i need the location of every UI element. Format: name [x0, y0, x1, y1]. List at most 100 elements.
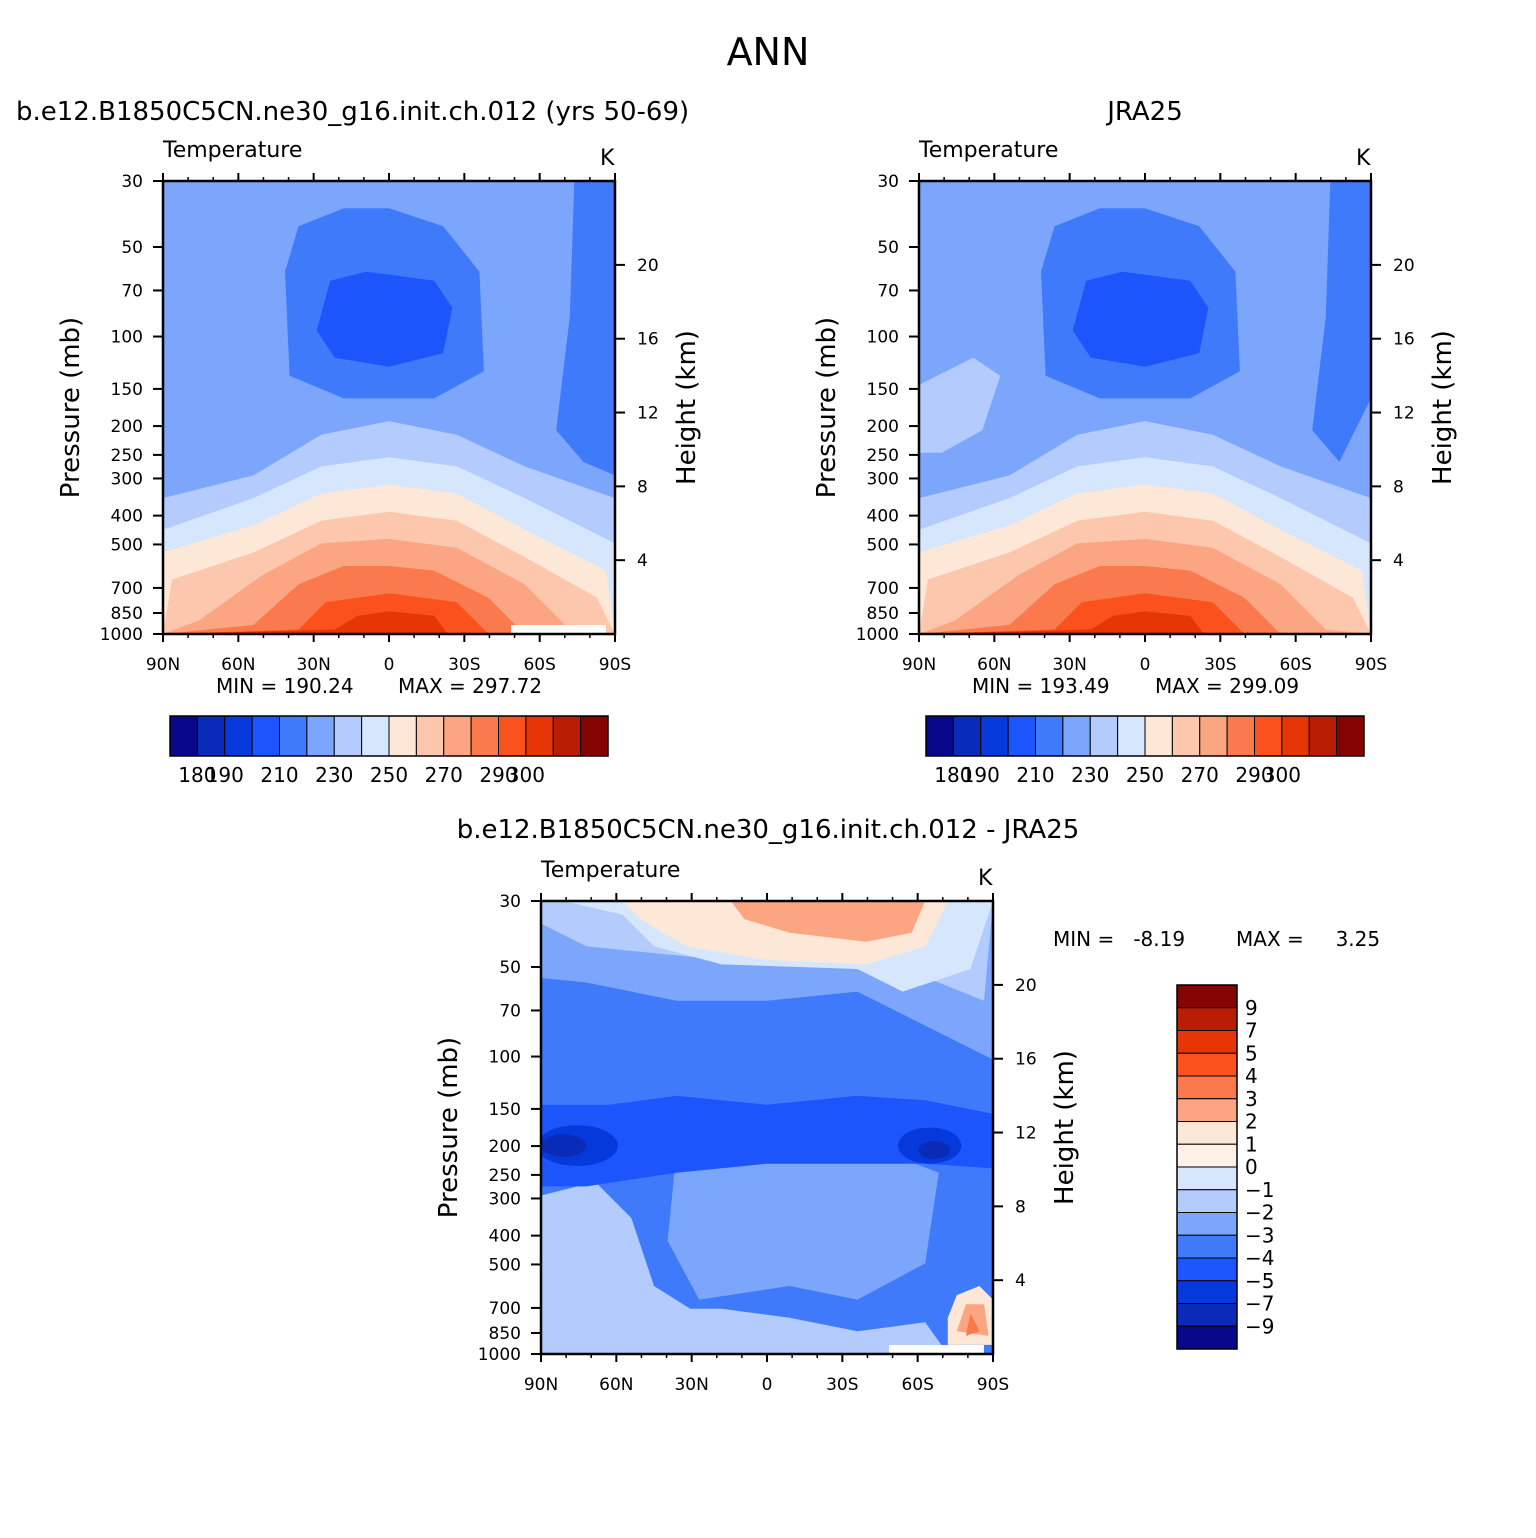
colorbar-swatch — [1176, 1052, 1238, 1077]
colorbar-swatch — [1254, 715, 1283, 757]
x-tick-label: 90S — [599, 655, 631, 675]
colorbar-swatch — [279, 715, 308, 757]
y2-tick-label: 20 — [1393, 256, 1415, 276]
colorbar-label: 290 — [1235, 763, 1273, 787]
y-tick-label: 200 — [111, 417, 143, 437]
colorbar-label: 180 — [934, 763, 972, 787]
colorbar-swatch — [361, 715, 390, 757]
colorbar-label: 300 — [507, 763, 545, 787]
y-tick-label: 400 — [489, 1227, 521, 1247]
panel-diff-max-value: 3.25 — [1335, 927, 1381, 951]
colorbar-label: −9 — [1245, 1314, 1274, 1338]
figure-title: ANN — [726, 30, 810, 74]
panel-left-title: b.e12.B1850C5CN.ne30_g16.init.ch.012 (yr… — [16, 97, 690, 127]
panel-right-max-value: 299.09 — [1229, 674, 1300, 698]
x-tick-label: 30S — [448, 655, 480, 675]
contour-fill-diff — [541, 901, 993, 1354]
panel-diff-min-label: MIN = — [1053, 927, 1121, 951]
colorbar-swatch — [1007, 715, 1036, 757]
panel-diff-min: MIN = -8.19 — [1053, 927, 1185, 951]
x-tick-label: 30S — [1204, 655, 1236, 675]
y2-tick-label: 4 — [1015, 1271, 1026, 1291]
contour-fill-right — [919, 181, 1371, 634]
colorbar-label: 190 — [962, 763, 1000, 787]
colorbar-label: 3 — [1245, 1087, 1258, 1111]
colorbar-label: 7 — [1245, 1019, 1258, 1043]
x-tick-label: 0 — [1140, 655, 1151, 675]
contour-band-neg7 — [918, 1141, 951, 1160]
colorbar-swatch — [1176, 984, 1238, 1009]
y-tick-label: 30 — [877, 172, 899, 192]
x-tick-label: 0 — [384, 655, 395, 675]
colorbar-swatch — [470, 715, 499, 757]
panel-diff-max-label: MAX = — [1236, 927, 1311, 951]
contour-band-310 — [163, 611, 615, 634]
colorbar-label: −4 — [1245, 1246, 1274, 1270]
colorbar-swatch — [525, 715, 554, 757]
panel-diff-max: MAX = 3.25 — [1236, 927, 1380, 951]
colorbar-swatch — [552, 715, 582, 757]
y-tick-label: 50 — [877, 238, 899, 258]
colorbar-swatch — [1176, 1280, 1238, 1304]
panel-diff-units: K — [978, 866, 993, 891]
x-tick-label: 30N — [296, 655, 330, 675]
y-tick-label: 100 — [111, 328, 143, 348]
contour-band-310 — [919, 611, 1371, 634]
colorbar-swatch — [333, 715, 363, 757]
x-tick-label: 60S — [523, 655, 555, 675]
y-tick-label: 300 — [867, 469, 899, 489]
contour-band-200 — [316, 271, 453, 367]
panel-right-min-value: 193.49 — [1039, 674, 1110, 698]
y2-axis-label: Height (km) — [672, 330, 702, 485]
y-tick-label: 200 — [867, 417, 899, 437]
x-tick-label: 60N — [599, 1375, 633, 1395]
colorbar-swatch — [1144, 715, 1173, 757]
panel-left-max-label: MAX = — [398, 674, 473, 698]
y-tick-label: 30 — [121, 172, 143, 192]
panel-right-min: MIN = 193.49 — [972, 674, 1110, 698]
x-tick-label: 90S — [1355, 655, 1387, 675]
contour-band-neg4 — [541, 1095, 993, 1187]
y2-tick-label: 4 — [1393, 551, 1404, 571]
y-tick-label: 50 — [121, 238, 143, 258]
colorbar-label: −7 — [1245, 1292, 1274, 1316]
y-tick-label: 700 — [111, 579, 143, 599]
y-tick-label: 250 — [111, 446, 143, 466]
missing-data-region — [889, 1345, 984, 1354]
x-tick-label: 60S — [1279, 655, 1311, 675]
colorbar-label: 210 — [1016, 763, 1054, 787]
y-tick-label: 50 — [499, 958, 521, 978]
y-tick-label: 150 — [111, 380, 143, 400]
colorbar-swatch — [251, 715, 280, 757]
contour-band-240 — [919, 357, 1001, 453]
panel-left-variable: Temperature — [163, 138, 303, 163]
colorbar-swatch — [1281, 715, 1310, 757]
colorbar-label: 180 — [178, 763, 216, 787]
contour-band-200 — [1072, 271, 1209, 367]
colorbar-label: 0 — [1245, 1155, 1258, 1179]
y-tick-label: 150 — [489, 1100, 521, 1120]
colorbar-swatch — [1176, 1212, 1238, 1236]
colorbar-swatch — [1308, 715, 1338, 757]
missing-data-region — [511, 625, 606, 634]
y-axis-label: Pressure (mb) — [812, 317, 842, 498]
y-tick-label: 70 — [499, 1001, 521, 1021]
colorbar-label: 270 — [1181, 763, 1219, 787]
panel-right-max-label: MAX = — [1155, 674, 1230, 698]
y2-tick-label: 12 — [1393, 404, 1415, 424]
colorbar-frame — [925, 715, 1365, 757]
colorbar-swatch — [580, 715, 609, 757]
x-tick-label: 30S — [826, 1375, 858, 1395]
y-tick-label: 100 — [867, 328, 899, 348]
colorbar-swatch — [443, 715, 472, 757]
colorbar-label: −1 — [1245, 1178, 1274, 1202]
colorbar-swatch — [1176, 1007, 1238, 1031]
contour-band-3 — [965, 1313, 980, 1336]
panel-diff-variable: Temperature — [541, 858, 681, 883]
panel-left-min-label: MIN = — [216, 674, 284, 698]
colorbar-swatch — [1089, 715, 1119, 757]
y-tick-label: 250 — [867, 446, 899, 466]
y-axis-label: Pressure (mb) — [56, 317, 86, 498]
